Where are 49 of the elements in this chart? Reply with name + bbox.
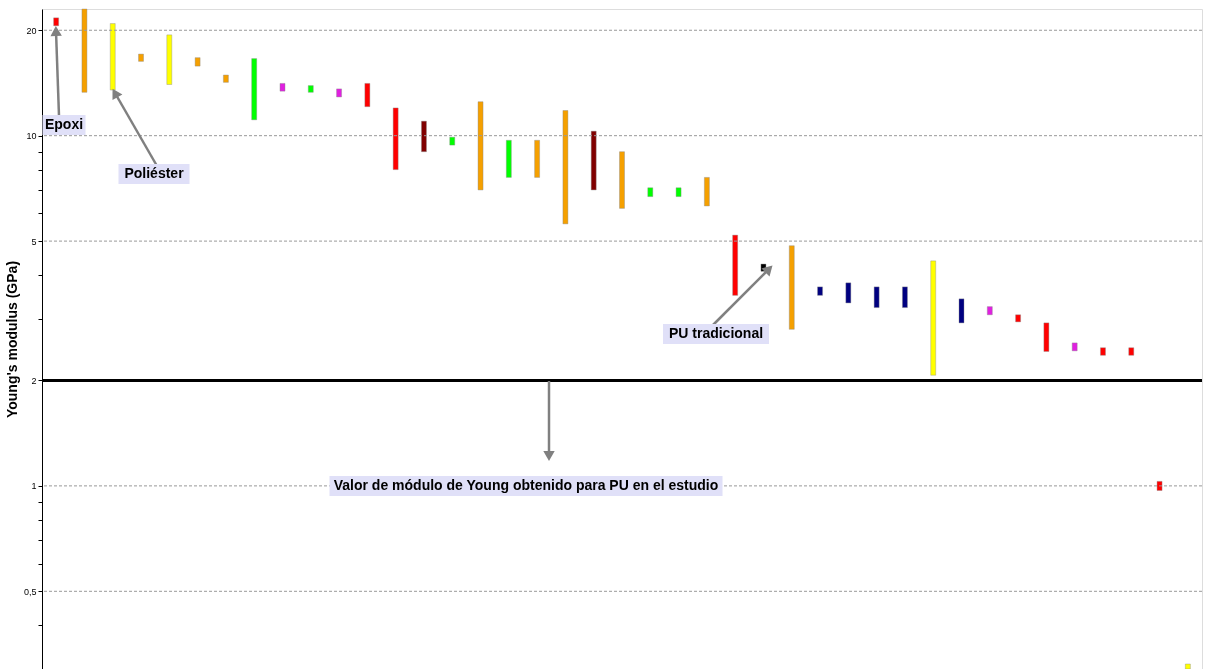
bar	[902, 286, 908, 308]
y-tick-label: 20	[26, 25, 37, 36]
bar	[704, 177, 710, 207]
y-tick-label: 0,5	[23, 586, 37, 597]
bar	[449, 137, 455, 146]
bar	[166, 34, 173, 85]
y-tick-label: 10	[26, 131, 37, 142]
bar	[845, 282, 852, 304]
bar	[1185, 663, 1191, 669]
bar	[223, 74, 229, 83]
bar	[675, 187, 682, 197]
bar	[562, 110, 569, 225]
annotation: Poliéster	[124, 165, 185, 181]
bar	[958, 298, 965, 324]
bar	[1043, 322, 1050, 352]
annotation: Valor de módulo de Young obtenido para PU en el estudio	[333, 477, 719, 493]
bar	[987, 306, 993, 315]
bar	[308, 85, 314, 93]
y-axis-title: Young's modulus (GPa)	[3, 260, 20, 419]
bar	[732, 234, 738, 296]
y-tick-label: 2	[31, 375, 37, 386]
annotation: PU tradicional	[668, 325, 764, 341]
bar	[279, 83, 286, 92]
bar	[1156, 481, 1163, 491]
y-tick-label: 1	[31, 481, 37, 492]
bar	[1015, 314, 1021, 323]
bar	[591, 130, 597, 191]
bar	[421, 120, 427, 152]
bar	[647, 187, 653, 197]
annotation: Epoxi	[44, 116, 84, 132]
bar	[817, 286, 823, 296]
bar	[873, 286, 880, 308]
bar	[477, 101, 484, 191]
bar	[534, 140, 540, 178]
y-tick-label: 5	[31, 236, 37, 247]
bar	[619, 151, 625, 209]
bar	[251, 58, 257, 121]
bar	[336, 88, 342, 98]
bar	[364, 83, 371, 107]
bar	[930, 260, 936, 376]
bar	[1128, 347, 1134, 356]
bar	[81, 8, 88, 93]
bar	[138, 53, 144, 62]
bar	[506, 140, 512, 178]
bar	[1071, 342, 1078, 352]
bar	[1100, 347, 1106, 356]
bar	[392, 107, 399, 170]
bar	[194, 57, 201, 67]
bar	[789, 245, 795, 330]
